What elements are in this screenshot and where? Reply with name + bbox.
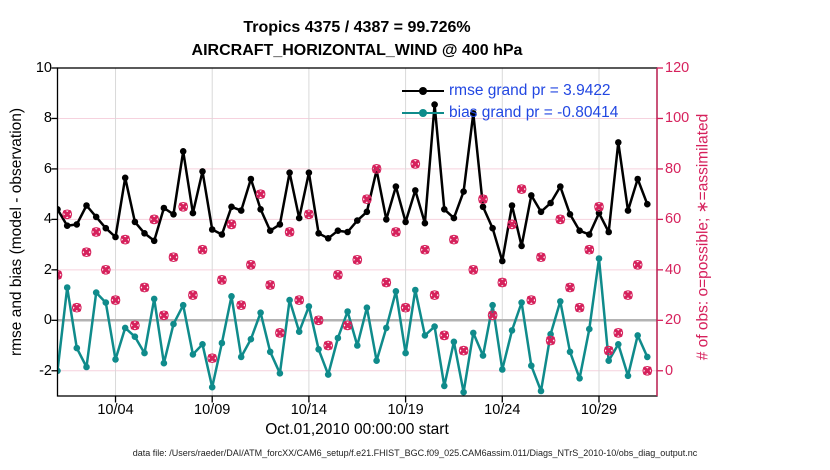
y-tick-left: 6 <box>43 160 52 177</box>
x-tick: 10/14 <box>290 402 328 418</box>
chart-subtitle: AIRCRAFT_HORIZONTAL_WIND @ 400 hPa <box>191 42 523 59</box>
chart-title: Tropics 4375 / 4387 = 99.726% <box>243 19 471 36</box>
y-tick-right: 100 <box>665 110 690 127</box>
x-tick: 10/24 <box>484 402 521 418</box>
y-tick-right: 0 <box>665 362 674 379</box>
y-tick-right: 40 <box>665 261 682 278</box>
chart-title-block: Tropics 4375 / 4387 = 99.726% AIRCRAFT_H… <box>57 16 657 62</box>
legend-label-bias: bias grand pr = -0.80414 <box>449 104 619 121</box>
x-axis-label: Oct.01,2010 00:00:00 start <box>265 421 449 438</box>
y-tick-left: 10 <box>35 60 52 76</box>
y-tick-right: 80 <box>665 160 682 177</box>
y-tick-left: 4 <box>43 211 52 228</box>
x-tick: 10/29 <box>580 402 618 418</box>
y-tick-right: 120 <box>665 60 690 76</box>
y-tick-left: 0 <box>43 312 52 329</box>
y-tick-left: 2 <box>43 261 52 278</box>
y-tick-left: -2 <box>39 362 52 379</box>
rmse-line-swatch-icon <box>402 87 444 95</box>
y-tick-right: 20 <box>665 312 682 329</box>
left-axis-label: rmse and bias (model - observation) <box>8 107 25 357</box>
y-tick-right: 60 <box>665 211 682 228</box>
right-axis-label: # of obs: o=possible; ∗=assimilated <box>694 113 712 361</box>
legend: rmse grand pr = 3.9422 bias grand pr = -… <box>402 80 618 124</box>
x-tick: 10/04 <box>97 402 134 418</box>
data-file-path: data file: /Users/raeder/DAI/ATM_forcXX/… <box>132 448 698 458</box>
bias-line-swatch-icon <box>402 109 444 117</box>
legend-row-rmse: rmse grand pr = 3.9422 <box>402 80 618 102</box>
legend-row-bias: bias grand pr = -0.80414 <box>402 102 618 124</box>
x-tick: 10/09 <box>194 402 231 418</box>
x-tick: 10/19 <box>387 402 424 418</box>
legend-label-rmse: rmse grand pr = 3.9422 <box>449 82 611 99</box>
y-tick-left: 8 <box>43 110 52 127</box>
